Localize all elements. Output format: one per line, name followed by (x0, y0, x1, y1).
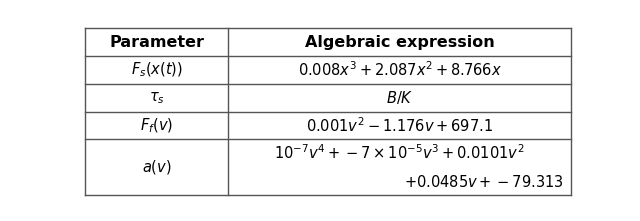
Text: Algebraic expression: Algebraic expression (305, 35, 495, 50)
Text: $+ 0.0485v + -79.313$: $+ 0.0485v + -79.313$ (404, 174, 564, 190)
Text: Parameter: Parameter (109, 35, 204, 50)
Text: $F_s(x(t))$: $F_s(x(t))$ (131, 61, 182, 79)
Text: $0.001v^2 - 1.176v + 697.1$: $0.001v^2 - 1.176v + 697.1$ (306, 116, 493, 135)
Text: $B/K$: $B/K$ (386, 89, 413, 106)
Text: $0.008x^3 + 2.087x^2 + 8.766x$: $0.008x^3 + 2.087x^2 + 8.766x$ (298, 61, 502, 79)
Text: $10^{-7}v^4 + -7 \times 10^{-5}v^3 + 0.0101v^2$: $10^{-7}v^4 + -7 \times 10^{-5}v^3 + 0.0… (275, 143, 525, 162)
Text: $F_f(v)$: $F_f(v)$ (140, 116, 173, 135)
Text: $\tau_s$: $\tau_s$ (148, 90, 164, 106)
Text: $a(v)$: $a(v)$ (142, 158, 172, 176)
